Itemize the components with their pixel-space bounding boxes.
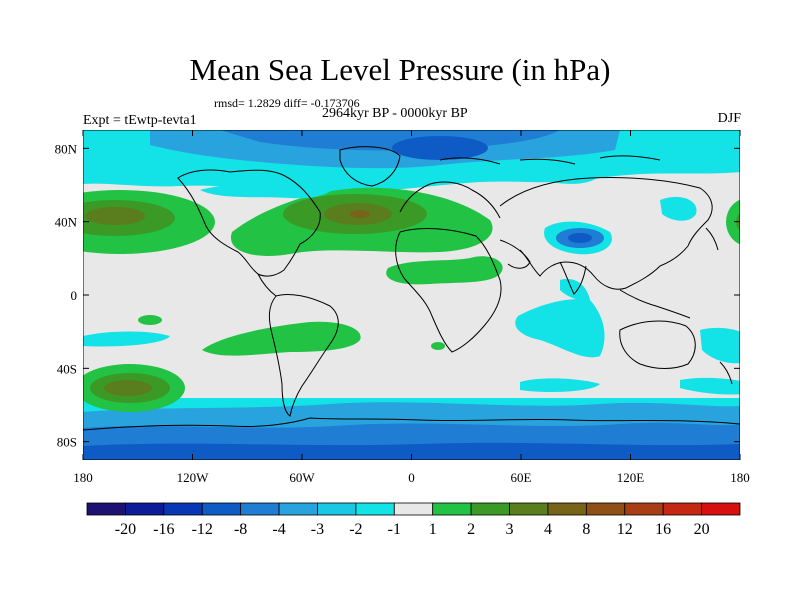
coast-europe	[399, 181, 501, 219]
coast-japan	[705, 227, 719, 251]
coast-india	[559, 261, 587, 295]
coast-arabia	[499, 239, 531, 269]
coast-australia	[619, 320, 696, 369]
colorbar-label: 1	[429, 521, 437, 538]
antarctic-deep	[83, 442, 740, 460]
colorbar-swatch	[163, 502, 203, 516]
colorbar-swatch	[125, 502, 165, 516]
colorbar-swatch	[86, 502, 126, 516]
greenland-negative	[545, 166, 600, 184]
africa-south-spot	[431, 342, 445, 350]
coastlines	[83, 146, 740, 431]
coast-antarctica	[83, 417, 740, 431]
colorbar-swatch	[278, 502, 318, 516]
colorbar-swatch	[585, 502, 626, 516]
asia-negative-core	[568, 233, 592, 243]
colorbar-label: 3	[506, 521, 514, 538]
atlantic-high-peak	[350, 210, 370, 218]
colorbar-label: 8	[582, 521, 590, 538]
chart-title: Mean Sea Level Pressure (in hPa)	[189, 52, 611, 87]
longitude-axis: 180 120W 60W 0 60E 120E 180	[73, 130, 750, 485]
colorbar-swatch	[470, 502, 510, 516]
experiment-label: Expt = tEwtp-tevta1	[83, 113, 197, 128]
lat-tick-label: 0	[71, 288, 78, 303]
lon-tick-label: 180	[73, 470, 93, 485]
colorbar-label: 20	[694, 521, 710, 538]
lat-tick-label: 40S	[57, 361, 77, 376]
colorbar-swatch	[701, 502, 741, 516]
africa-high	[386, 256, 503, 285]
lon-tick-label: 60W	[289, 470, 315, 485]
colorbar-label: 2	[467, 521, 475, 538]
latitude-axis: 80N 40N 0 40S 80S	[55, 141, 740, 450]
colorbar-label: 12	[617, 521, 633, 538]
colorbar-label: -3	[311, 521, 324, 538]
coast-new-zealand	[719, 361, 733, 385]
southern-ocean-streak-east	[680, 377, 740, 395]
arctic-low-core	[392, 136, 488, 160]
colorbar-swatch	[201, 502, 242, 516]
colorbar-swatch	[240, 502, 280, 516]
south-atlantic-high-spot	[138, 315, 162, 325]
coast-africa	[395, 228, 502, 353]
colorbar-swatch	[662, 502, 702, 516]
lat-tick-label: 80N	[55, 141, 78, 156]
period-label: 2964kyr BP - 0000kyr BP	[322, 106, 468, 121]
coast-arctic-islands	[439, 155, 661, 165]
coast-central-america	[257, 273, 277, 297]
colorbar-swatch	[393, 502, 434, 516]
colorbar-swatch	[432, 502, 472, 516]
colorbar-swatch	[317, 502, 357, 516]
colorbar-swatch	[355, 502, 395, 516]
lon-tick-label: 180	[730, 470, 750, 485]
colorbar-label: 4	[544, 521, 552, 538]
colorbar-label: -16	[153, 521, 174, 538]
southern-ocean-streak-mid	[520, 378, 600, 392]
colorbar: -20 -16 -12 -8 -4 -3 -2 -1 1 2 3 4 8 12 16 20	[86, 502, 741, 538]
lat-tick-label: 80S	[57, 435, 77, 450]
colorbar-swatch	[509, 502, 549, 516]
season-label: DJF	[717, 111, 741, 126]
south-pacific-high-core	[104, 380, 152, 396]
east-asia-negative	[660, 196, 697, 221]
indian-ocean-negative	[515, 298, 605, 358]
coast-north-america	[177, 169, 321, 277]
colorbar-swatch	[547, 502, 587, 516]
colorbar-label: -20	[115, 521, 136, 538]
lon-tick-label: 120E	[617, 470, 645, 485]
coast-greenland	[339, 146, 401, 187]
colorbar-label: -12	[192, 521, 213, 538]
colorbar-label: -4	[272, 521, 285, 538]
colorbar-label: 16	[655, 521, 671, 538]
map-field	[83, 130, 740, 460]
stats-line: rmsd= 1.2829 diff= -0.173706	[214, 96, 360, 110]
pacific-east-high	[726, 199, 740, 245]
south-atlantic-high	[202, 321, 361, 356]
lon-tick-label: 60E	[511, 470, 532, 485]
colorbar-label: -2	[349, 521, 362, 538]
indian-ocean-tongue	[560, 278, 590, 301]
colorbar-swatch	[624, 502, 664, 516]
south-pacific-east-negative	[700, 327, 740, 364]
lat-tick-label: 40N	[55, 215, 78, 230]
coast-south-america	[268, 293, 339, 417]
coast-southeast-asia	[619, 289, 691, 319]
colorbar-label: -1	[388, 521, 401, 538]
southern-ocean-streak-west	[83, 331, 170, 347]
pacific-high-core	[85, 207, 145, 225]
lon-tick-label: 120W	[177, 470, 210, 485]
colorbar-label: -8	[234, 521, 247, 538]
lon-tick-label: 0	[408, 470, 415, 485]
